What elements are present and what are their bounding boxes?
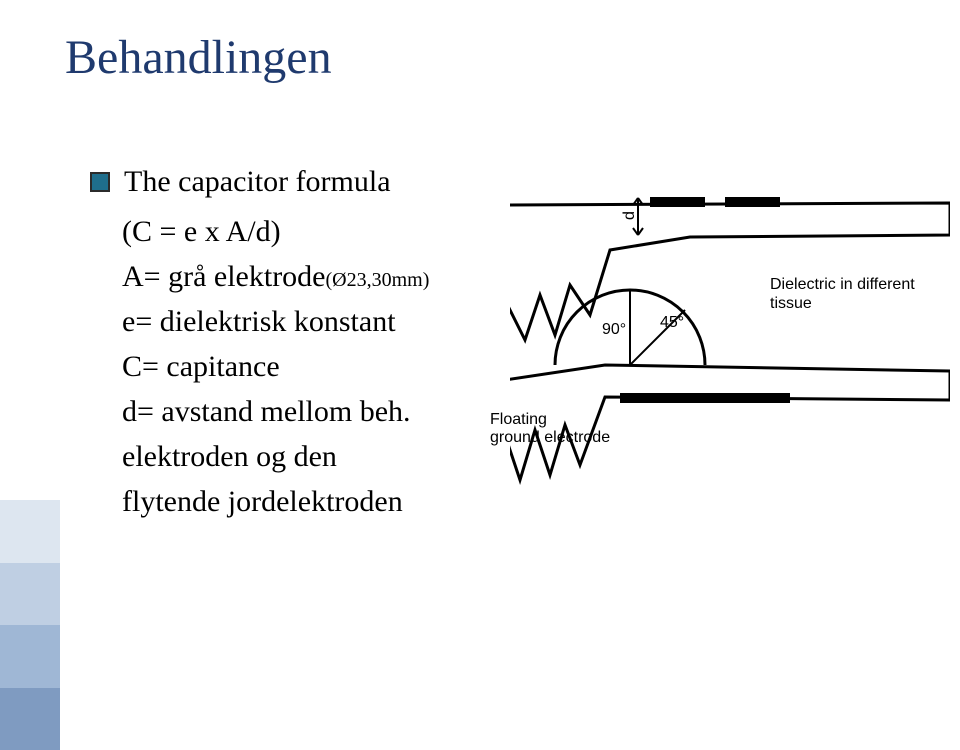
def-a-small: (Ø23,30mm) xyxy=(326,269,430,291)
definition-line: flytende jordelektroden xyxy=(122,479,520,524)
diagram-label-45: 45° xyxy=(660,313,684,332)
diagram-svg xyxy=(510,165,950,515)
bullet-text: The capacitor formula xyxy=(124,165,391,199)
sidebar-block xyxy=(0,563,60,626)
sidebar-block xyxy=(0,625,60,688)
definition-line: A= grå elektrode(Ø23,30mm) xyxy=(122,254,520,299)
electrode-bar xyxy=(650,197,705,207)
diagram-label-dielectric: Dielectric in different tissue xyxy=(770,275,950,313)
tissue-upper xyxy=(510,203,950,340)
tissue-lower xyxy=(510,365,950,480)
ground-electrode-bar xyxy=(620,393,790,403)
diagram-label-ground-electrode: ground electrode xyxy=(490,428,610,447)
slide: Behandlingen The capacitor formula (C = … xyxy=(0,0,960,750)
diagram-label-90: 90° xyxy=(602,320,626,339)
diagram-label-d: d xyxy=(620,211,639,220)
decorative-sidebar xyxy=(0,500,60,750)
diagram-label-floating: Floating xyxy=(490,410,547,429)
slide-title: Behandlingen xyxy=(65,30,332,85)
definition-line: elektroden og den xyxy=(122,434,520,479)
sidebar-block xyxy=(0,500,60,563)
sub-content: (C = e x A/d) A= grå elektrode(Ø23,30mm)… xyxy=(122,209,520,524)
electrode-diagram: d 90° 45° Dielectric in different tissue… xyxy=(510,165,950,515)
definition-line: d= avstand mellom beh. xyxy=(122,389,520,434)
content-block: The capacitor formula (C = e x A/d) A= g… xyxy=(90,165,520,524)
definition-line: C= capitance xyxy=(122,344,520,389)
bullet-line: The capacitor formula xyxy=(90,165,520,199)
sidebar-block xyxy=(0,688,60,750)
square-bullet-icon xyxy=(90,172,110,192)
def-a-text: A= grå elektrode xyxy=(122,260,326,293)
electrode-bar xyxy=(725,197,780,207)
formula-line: (C = e x A/d) xyxy=(122,209,520,254)
definition-line: e= dielektrisk konstant xyxy=(122,299,520,344)
